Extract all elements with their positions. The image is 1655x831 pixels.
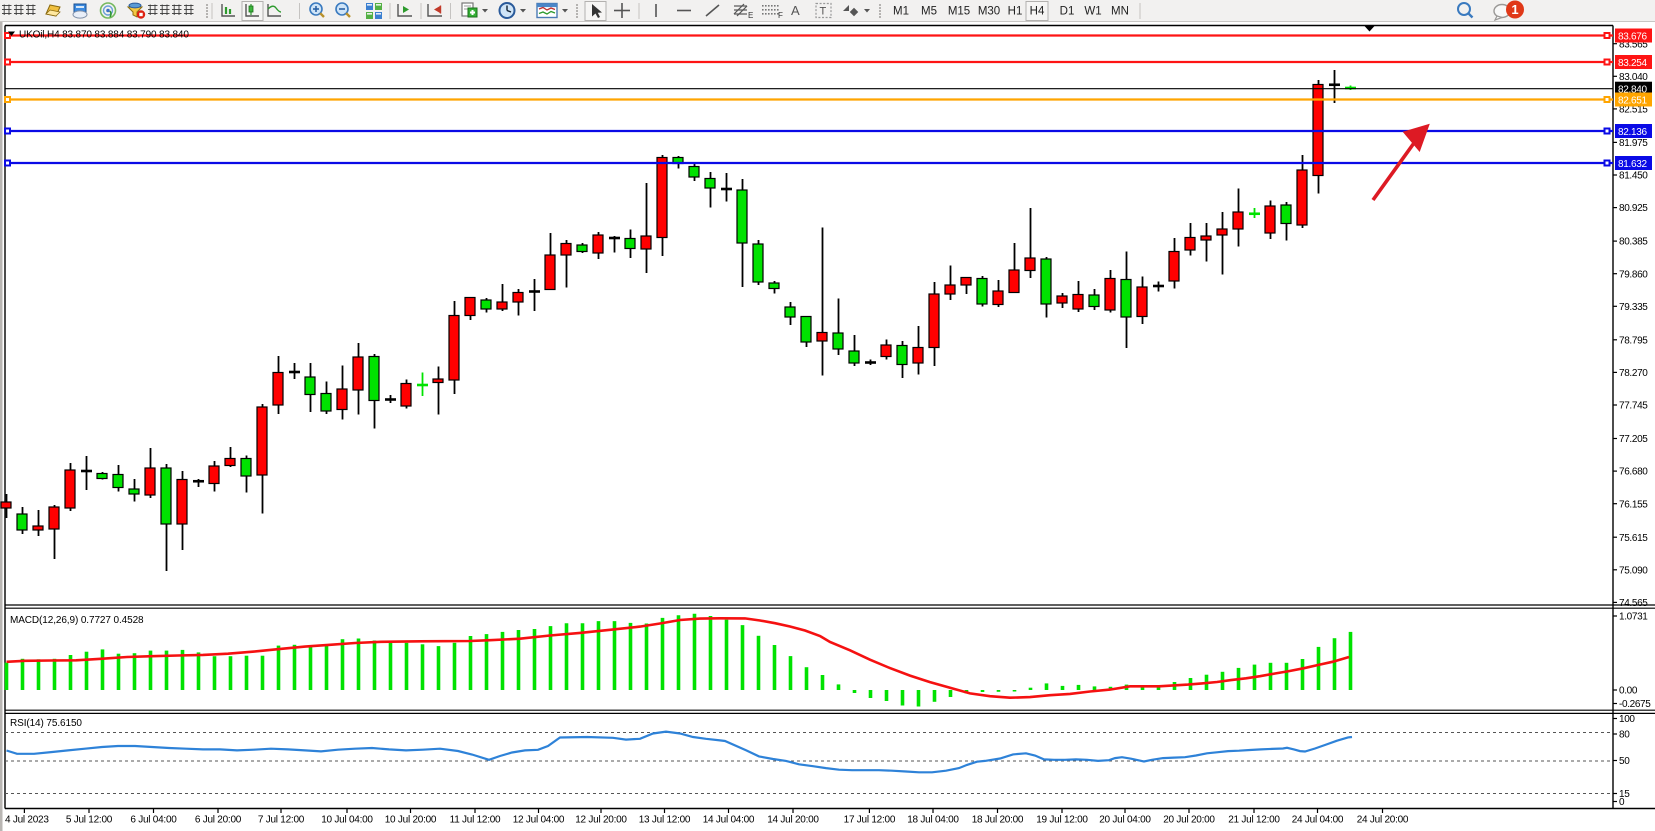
svg-text:81.632: 81.632 (1618, 159, 1648, 170)
svg-text:80.925: 80.925 (1619, 203, 1648, 214)
svg-text:79.335: 79.335 (1619, 302, 1648, 313)
svg-text:78.270: 78.270 (1619, 368, 1648, 379)
svg-text:83.676: 83.676 (1618, 31, 1648, 42)
svg-text:74.565: 74.565 (1619, 598, 1648, 609)
svg-text:M5: M5 (921, 6, 937, 18)
svg-text:M15: M15 (948, 6, 970, 18)
svg-text:80: 80 (1619, 730, 1630, 741)
svg-text:24 Jul 20:00: 24 Jul 20:00 (1357, 815, 1409, 826)
svg-text:14 Jul 04:00: 14 Jul 04:00 (703, 815, 755, 826)
svg-text:80.385: 80.385 (1619, 237, 1648, 248)
svg-text:18 Jul 20:00: 18 Jul 20:00 (972, 815, 1024, 826)
svg-text:19 Jul 12:00: 19 Jul 12:00 (1036, 815, 1088, 826)
svg-text:82.515: 82.515 (1619, 105, 1648, 116)
svg-text:RSI(14) 75.6150: RSI(14) 75.6150 (10, 718, 82, 729)
svg-text:1.0731: 1.0731 (1619, 612, 1648, 623)
svg-text:78.795: 78.795 (1619, 335, 1648, 346)
svg-text:21 Jul 12:00: 21 Jul 12:00 (1228, 815, 1280, 826)
svg-text:11 Jul 12:00: 11 Jul 12:00 (450, 815, 501, 826)
svg-text:15: 15 (1619, 789, 1630, 800)
svg-text:T: T (820, 6, 827, 18)
svg-text:A: A (791, 3, 800, 18)
svg-text:82.840: 82.840 (1618, 85, 1648, 96)
svg-text:E: E (748, 11, 753, 20)
svg-text:20 Jul 20:00: 20 Jul 20:00 (1163, 815, 1215, 826)
svg-text:81.975: 81.975 (1619, 138, 1648, 149)
svg-text:4 Jul 2023: 4 Jul 2023 (5, 815, 49, 826)
svg-text:10 Jul 20:00: 10 Jul 20:00 (385, 815, 437, 826)
svg-text:M30: M30 (978, 6, 1000, 18)
svg-text:0: 0 (1619, 797, 1625, 808)
svg-text:H1: H1 (1008, 6, 1023, 18)
svg-text:-0.2675: -0.2675 (1619, 699, 1651, 710)
svg-text:75.090: 75.090 (1619, 565, 1648, 576)
svg-text:20 Jul 04:00: 20 Jul 04:00 (1099, 815, 1151, 826)
svg-text:75.615: 75.615 (1619, 533, 1648, 544)
svg-text:0.00: 0.00 (1619, 686, 1638, 697)
svg-text:F: F (778, 11, 783, 20)
svg-text:76.680: 76.680 (1619, 467, 1648, 478)
svg-text:7 Jul 12:00: 7 Jul 12:00 (258, 815, 305, 826)
svg-text:6 Jul 04:00: 6 Jul 04:00 (130, 815, 177, 826)
svg-text:10 Jul 04:00: 10 Jul 04:00 (321, 815, 373, 826)
svg-text:82.136: 82.136 (1618, 127, 1648, 138)
svg-text:1: 1 (1511, 2, 1518, 17)
svg-text:77.745: 77.745 (1619, 401, 1648, 412)
svg-text:83.565: 83.565 (1619, 39, 1648, 50)
svg-text:24 Jul 04:00: 24 Jul 04:00 (1292, 815, 1344, 826)
svg-text:W1: W1 (1084, 6, 1101, 18)
svg-text:12 Jul 04:00: 12 Jul 04:00 (513, 815, 565, 826)
svg-text:83.254: 83.254 (1618, 58, 1648, 69)
svg-text:17 Jul 12:00: 17 Jul 12:00 (844, 815, 896, 826)
svg-text:79.860: 79.860 (1619, 269, 1648, 280)
svg-text:5 Jul 12:00: 5 Jul 12:00 (66, 815, 113, 826)
svg-text:14 Jul 20:00: 14 Jul 20:00 (767, 815, 819, 826)
svg-text:83.040: 83.040 (1619, 72, 1648, 83)
svg-text:100: 100 (1619, 714, 1635, 725)
svg-text:50: 50 (1619, 756, 1630, 767)
svg-text:18 Jul 04:00: 18 Jul 04:00 (907, 815, 959, 826)
svg-text:M1: M1 (893, 6, 909, 18)
svg-text:H4: H4 (1030, 6, 1045, 18)
svg-text:6 Jul 20:00: 6 Jul 20:00 (195, 815, 242, 826)
svg-text:77.205: 77.205 (1619, 434, 1648, 445)
svg-text:13 Jul 12:00: 13 Jul 12:00 (639, 815, 691, 826)
svg-text:UKOil,H4 83.870 83.884 83.790: UKOil,H4 83.870 83.884 83.790 83.840 (19, 30, 189, 41)
svg-text:82.651: 82.651 (1618, 95, 1648, 106)
svg-text:76.155: 76.155 (1619, 499, 1648, 510)
svg-text:MACD(12,26,9) 0.7727 0.4528: MACD(12,26,9) 0.7727 0.4528 (10, 615, 144, 626)
svg-text:D1: D1 (1060, 6, 1075, 18)
svg-text:MN: MN (1111, 6, 1129, 18)
svg-text:81.450: 81.450 (1619, 171, 1648, 182)
svg-text:12 Jul 20:00: 12 Jul 20:00 (575, 815, 627, 826)
